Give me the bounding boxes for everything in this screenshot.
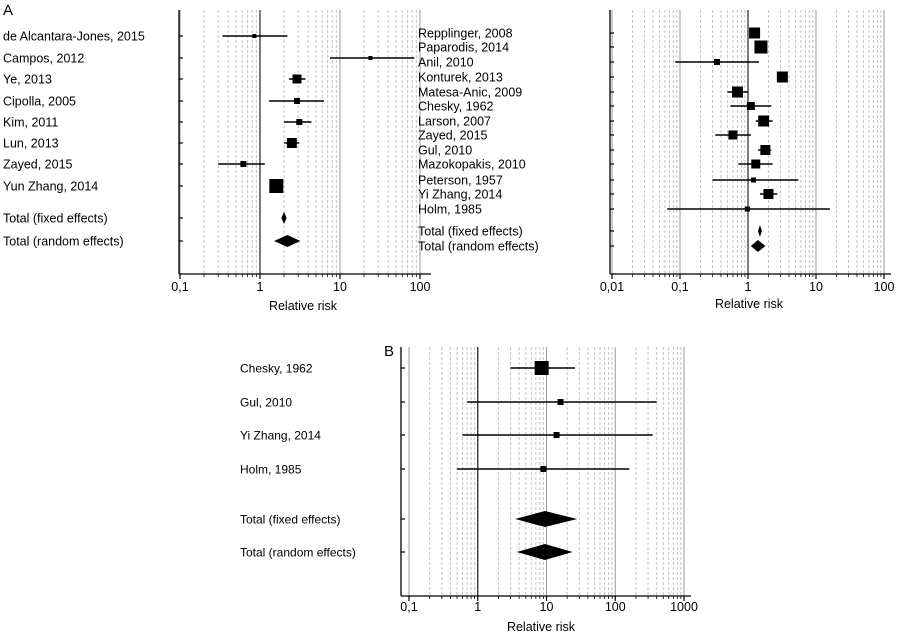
point-estimate-repplinger-2008 xyxy=(749,27,761,39)
total-label-total-fixed-effects: Total (fixed effects) xyxy=(3,212,108,226)
total-label-total-random-effects: Total (random effects) xyxy=(3,235,124,249)
study-label-repplinger-2008: Repplinger, 2008 xyxy=(418,27,513,41)
total-label-total-fixed-effects: Total (fixed effects) xyxy=(240,513,341,527)
point-estimate-matesa-anic-2009 xyxy=(731,86,743,98)
study-label-konturek-2013: Konturek, 2013 xyxy=(418,71,503,85)
point-estimate-yi-zhang-2014 xyxy=(553,432,560,438)
point-estimate-yun-zhang-2014 xyxy=(269,179,284,193)
study-label-yi-zhang-2014: Yi Zhang, 2014 xyxy=(418,188,502,202)
point-estimate-paparodis-2014 xyxy=(754,40,768,54)
point-estimate-konturek-2013 xyxy=(776,71,788,83)
study-label-mazokopakis-2010: Mazokopakis, 2010 xyxy=(418,158,526,172)
study-label-larson-2007: Larson, 2007 xyxy=(418,115,491,129)
point-estimate-lun-2013 xyxy=(286,138,297,148)
point-estimate-holm-1985 xyxy=(744,206,750,212)
point-estimate-zayed-2015 xyxy=(728,130,738,140)
point-estimate-mazokopakis-2010 xyxy=(751,159,761,169)
point-estimate-campos-2012 xyxy=(368,56,373,60)
study-label-peterson-1957: Peterson, 1957 xyxy=(418,174,503,188)
study-label-yi-zhang-2014: Yi Zhang, 2014 xyxy=(240,429,321,443)
x-tick-label: 0,1 xyxy=(171,280,188,294)
forest-plot-a-right: 0,01 0,1 1 10 100 Relative risk Repplinger, 20… xyxy=(418,10,894,311)
point-estimate-chesky-1962 xyxy=(534,361,549,375)
point-estimate-cipolla-2005 xyxy=(293,98,300,104)
x-tick-label: 10 xyxy=(333,280,347,294)
study-label-cipolla-2005: Cipolla, 2005 xyxy=(3,95,76,109)
x-axis-label: Relative risk xyxy=(507,620,576,634)
diamond-total-fixed-effects xyxy=(515,511,578,527)
point-estimate-yi-zhang-2014 xyxy=(763,189,774,199)
x-tick-label: 1 xyxy=(257,280,264,294)
point-estimate-chesky-1962 xyxy=(746,102,755,110)
point-estimate-larson-2007 xyxy=(758,115,770,127)
study-label-zayed-2015: Zayed, 2015 xyxy=(3,158,73,172)
x-tick-label: 1000 xyxy=(670,600,698,614)
diamond-total-random-effects xyxy=(516,544,573,560)
study-label-yun-zhang-2014: Yun Zhang, 2014 xyxy=(3,180,98,194)
x-tick-label: 1 xyxy=(745,280,752,294)
total-label-total-fixed-effects: Total (fixed effects) xyxy=(418,225,523,239)
study-label-chesky-1962: Chesky, 1962 xyxy=(418,100,494,114)
x-tick-label: 0,1 xyxy=(671,280,688,294)
study-label-matesa-anic-2009: Matesa-Anic, 2009 xyxy=(418,86,522,100)
study-label-lun-2013: Lun, 2013 xyxy=(3,137,59,151)
study-label-zayed-2015: Zayed, 2015 xyxy=(418,129,488,143)
study-label-ye-2013: Ye, 2013 xyxy=(3,73,52,87)
study-label-anil-2010: Anil, 2010 xyxy=(418,56,474,70)
point-estimate-holm-1985 xyxy=(540,466,547,472)
study-label-holm-1985: Holm, 1985 xyxy=(240,463,302,477)
point-estimate-peterson-1957 xyxy=(750,177,756,183)
x-tick-label: 0,01 xyxy=(600,280,624,294)
point-estimate-ye-2013 xyxy=(292,74,302,84)
diamond-total-random-effects xyxy=(274,235,301,247)
forest-plot-a-left: 0,1 1 10 100 Relative risk de Alcantara-Jones… xyxy=(3,10,431,313)
x-tick-label: 10 xyxy=(540,600,554,614)
x-tick-label: 10 xyxy=(809,280,823,294)
diamond-total-random-effects xyxy=(750,240,766,252)
study-label-campos-2012: Campos, 2012 xyxy=(3,52,84,66)
point-estimate-de-alcantara-jones-2015 xyxy=(252,34,257,38)
x-axis-label: Relative risk xyxy=(269,299,338,313)
study-label-holm-1985: Holm, 1985 xyxy=(418,203,482,217)
diamond-total-fixed-effects xyxy=(281,212,287,224)
study-label-gul-2010: Gul, 2010 xyxy=(240,396,292,410)
point-estimate-kim-2011 xyxy=(296,119,303,125)
x-tick-label: 100 xyxy=(874,280,895,294)
x-tick-label: 100 xyxy=(605,600,626,614)
study-label-paparodis-2014: Paparodis, 2014 xyxy=(418,41,509,55)
panel-a-label: A xyxy=(3,2,13,19)
point-estimate-gul-2010 xyxy=(760,145,771,155)
x-tick-label: 0,1 xyxy=(400,600,417,614)
study-label-gul-2010: Gul, 2010 xyxy=(418,144,472,158)
study-label-chesky-1962: Chesky, 1962 xyxy=(240,362,313,376)
point-estimate-zayed-2015 xyxy=(240,161,247,167)
x-axis-label: Relative risk xyxy=(715,297,784,311)
point-estimate-anil-2010 xyxy=(713,59,720,65)
x-tick-label: 1 xyxy=(474,600,481,614)
total-label-total-random-effects: Total (random effects) xyxy=(240,546,356,560)
total-label-total-random-effects: Total (random effects) xyxy=(418,240,539,254)
panel-b-label: B xyxy=(384,343,394,360)
x-tick-label: 100 xyxy=(410,280,431,294)
forest-plot-b: 0,1 1 10 100 1000 Relative risk Chesky, 1962 Gu… xyxy=(240,347,698,634)
point-estimate-gul-2010 xyxy=(557,399,564,405)
study-label-de-alcantara-jones-2015: de Alcantara-Jones, 2015 xyxy=(3,30,145,44)
study-label-kim-2011: Kim, 2011 xyxy=(3,116,58,130)
diamond-total-fixed-effects xyxy=(757,225,762,237)
